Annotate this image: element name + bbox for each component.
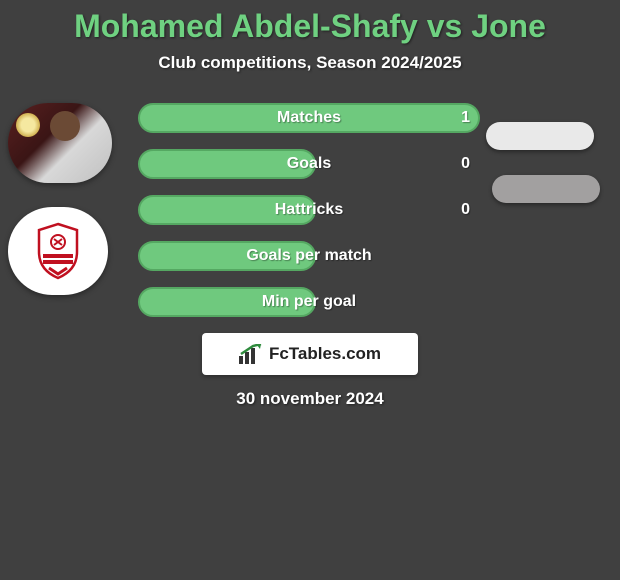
stat-row: Min per goal [138,287,480,317]
stat-row: Goals0 [138,149,480,179]
club-crest [8,207,108,295]
stat-value: 0 [461,149,470,179]
stat-bar [138,195,316,225]
date-text: 30 november 2024 [0,389,620,409]
stat-bar [138,241,316,271]
stat-value: 0 [461,195,470,225]
subtitle: Club competitions, Season 2024/2025 [0,53,620,73]
stat-row: Matches1 [138,103,480,133]
zamalek-crest-icon [35,222,81,280]
stat-bar [138,287,316,317]
watermark: FcTables.com [202,333,418,375]
player-photo [8,103,112,183]
stat-bar [138,149,316,179]
stat-rows: Matches1 Goals0 Hattricks0 Goals per match M… [138,103,480,317]
stat-bar [138,103,480,133]
opponent-pill [492,175,600,203]
watermark-text: FcTables.com [269,344,381,364]
stat-row: Hattricks0 [138,195,480,225]
opponent-pill [486,122,594,150]
avatars-column [8,103,128,295]
stat-value: 1 [461,103,470,133]
stat-row: Goals per match [138,241,480,271]
page-title: Mohamed Abdel-Shafy vs Jone [0,0,620,45]
fctables-logo-icon [239,344,263,364]
